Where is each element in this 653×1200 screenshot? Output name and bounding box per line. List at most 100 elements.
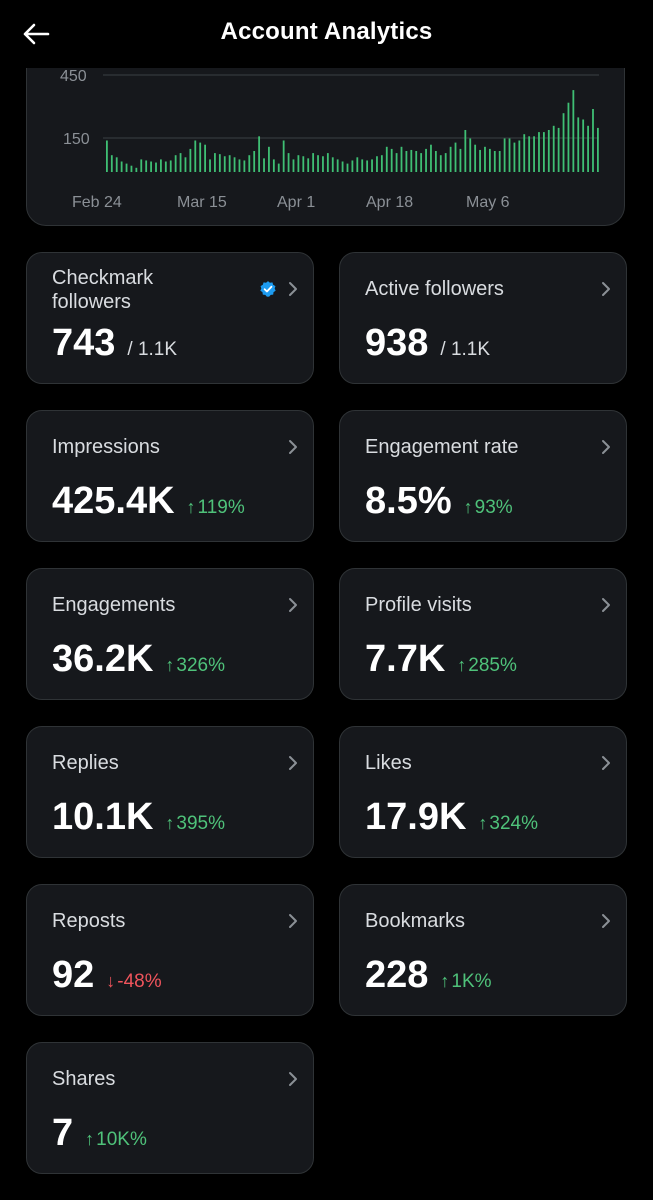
chart-bar — [415, 151, 418, 172]
card-value-row: 8.5% ↑ 93% — [365, 479, 513, 530]
chart-bar — [174, 155, 177, 172]
x-tick-label: Apr 1 — [277, 194, 315, 211]
chart-bar — [577, 117, 580, 172]
chart-bar — [484, 146, 486, 172]
chart-bar — [474, 144, 477, 172]
chevron-right-icon — [289, 914, 297, 928]
chart-bar — [361, 159, 364, 172]
chart-bar — [233, 157, 236, 172]
card-bookmarks[interactable]: Bookmarks 228 ↑ 1K% — [339, 884, 627, 1016]
chevron-right-icon — [289, 440, 297, 454]
chart-bar — [405, 151, 408, 172]
chart-bar — [263, 158, 265, 172]
impressions-chart: 450 150 Feb 24 Mar 15 Apr 1 Apr 18 May 6 — [60, 68, 599, 211]
chart-bar — [459, 148, 462, 172]
chart-bar — [277, 163, 280, 172]
chart-bar — [214, 153, 216, 172]
chart-bar — [110, 155, 113, 172]
card-shares[interactable]: Shares 7 ↑ 10K% — [26, 1042, 314, 1174]
card-value: 17.9K — [365, 796, 467, 838]
arrow-up-icon: ↑ — [457, 655, 467, 675]
card-value: 938 — [365, 322, 429, 364]
chevron-right-icon — [602, 440, 610, 454]
arrow-up-icon: ↑ — [165, 655, 175, 675]
chart-bar — [307, 158, 310, 172]
chart-bar — [376, 156, 378, 172]
y-tick-label: 450 — [60, 68, 87, 85]
chart-bar — [582, 119, 585, 172]
card-delta: ↑ 10K% — [85, 1117, 147, 1162]
card-checkmark-followers[interactable]: Checkmark followers 743 / 1.1K — [26, 252, 314, 384]
card-likes[interactable]: Likes 17.9K ↑ 324% — [339, 726, 627, 858]
chart-bar — [572, 90, 575, 172]
chart-bar — [385, 146, 388, 172]
chart-bar — [253, 151, 256, 172]
card-profile-visits[interactable]: Profile visits 7.7K ↑ 285% — [339, 568, 627, 700]
card-active-followers[interactable]: Active followers 938 / 1.1K — [339, 252, 627, 384]
arrow-down-icon: ↓ — [106, 971, 116, 991]
back-button[interactable] — [14, 14, 58, 54]
chart-bar — [380, 155, 383, 172]
chart-bar — [150, 161, 152, 172]
chart-bar — [189, 148, 192, 172]
chart-bar — [268, 146, 270, 172]
chart-bar — [371, 159, 373, 172]
card-delta: ↑ 285% — [457, 643, 517, 688]
card-label: Bookmarks — [365, 910, 466, 932]
chart-bars — [106, 90, 599, 172]
chart-bar — [164, 161, 167, 172]
page-title: Account Analytics — [220, 18, 433, 45]
arrow-up-icon: ↑ — [463, 497, 473, 517]
chart-bar — [115, 157, 118, 172]
card-value: 7.7K — [365, 638, 446, 680]
chart-bar — [169, 160, 172, 172]
chart-bar — [518, 140, 521, 172]
chart-bar — [336, 159, 339, 172]
chart-bar — [366, 160, 369, 172]
card-label: Engagement rate — [365, 436, 519, 458]
arrow-up-icon: ↑ — [478, 813, 488, 833]
delta-value: 119% — [197, 497, 245, 518]
card-delta: ↑ 395% — [165, 801, 225, 846]
delta-value: 324% — [489, 813, 539, 834]
chart-bar — [469, 138, 472, 172]
chart-bar — [228, 155, 231, 172]
card-reposts[interactable]: Reposts 92 ↓ -48% — [26, 884, 314, 1016]
chart-bar — [125, 163, 128, 172]
chart-bar — [302, 156, 305, 172]
top-bar: Account Analytics — [0, 0, 653, 68]
chart-bar — [528, 136, 531, 172]
chart-bar — [135, 167, 138, 172]
card-engagements[interactable]: Engagements 36.2K ↑ 326% — [26, 568, 314, 700]
x-tick-label: Mar 15 — [177, 194, 227, 211]
card-impressions[interactable]: Impressions 425.4K ↑ 119% — [26, 410, 314, 542]
card-delta: ↑ 1K% — [440, 959, 491, 1004]
chart-bar — [331, 157, 334, 172]
arrow-up-icon: ↑ — [186, 497, 196, 517]
chart-bar — [238, 159, 241, 172]
y-tick-label: 150 — [63, 131, 90, 148]
card-total: / 1.1K — [127, 339, 178, 360]
card-label: Replies — [52, 752, 119, 774]
chevron-right-icon — [289, 598, 297, 612]
card-value: 92 — [52, 954, 95, 996]
card-value: 425.4K — [52, 480, 175, 522]
chart-bar — [562, 113, 565, 172]
chart-bar — [292, 159, 295, 172]
card-value-row: 7 ↑ 10K% — [52, 1111, 147, 1162]
chart-bar — [488, 148, 491, 172]
chevron-right-icon — [289, 1072, 297, 1086]
card-engagement-rate[interactable]: Engagement rate 8.5% ↑ 93% — [339, 410, 627, 542]
chart-bar — [538, 132, 540, 172]
chart-bar — [508, 138, 511, 172]
chart-bar — [430, 144, 432, 172]
chart-bar — [223, 156, 226, 172]
card-replies[interactable]: Replies 10.1K ↑ 395% — [26, 726, 314, 858]
chart-bar — [199, 142, 202, 172]
chart-bar — [120, 161, 123, 172]
chart-bar — [130, 165, 133, 172]
chart-bar — [557, 127, 560, 172]
chart-bar — [312, 153, 315, 172]
card-label: Shares — [52, 1068, 116, 1090]
